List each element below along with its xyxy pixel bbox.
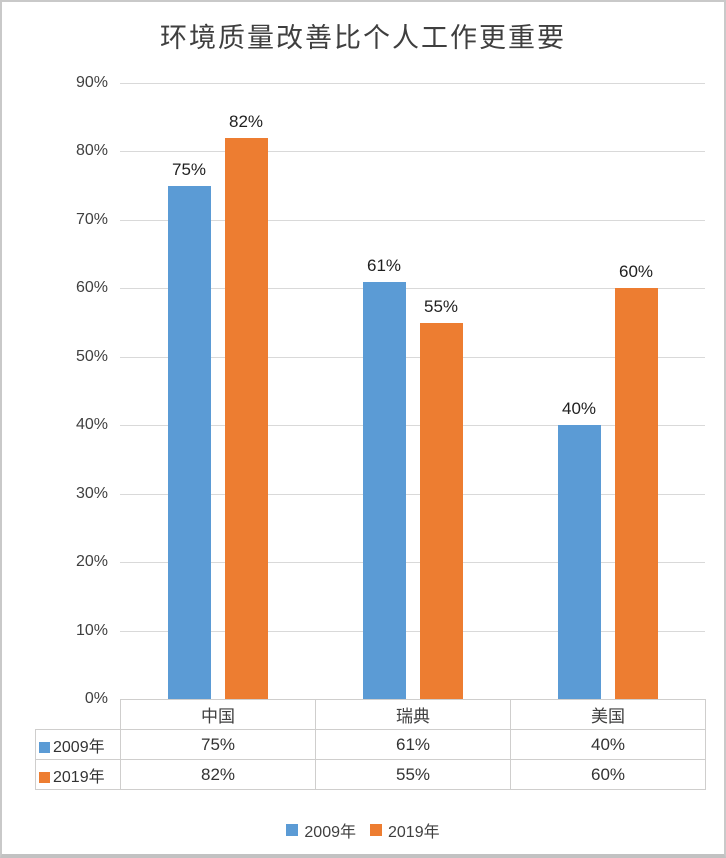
gridline [120, 151, 705, 153]
legend: 2009年 2019年 [2, 815, 724, 845]
y-axis-label: 20% [75, 553, 108, 571]
table-header-row: 中国 瑞典 美国 [36, 699, 706, 730]
gridline [120, 562, 705, 564]
gridline [120, 288, 705, 290]
table-value-cell: 75% [120, 729, 316, 760]
gridline [120, 83, 705, 84]
plot-area: 75% 61% 40% 82% 55% 60% [120, 83, 705, 699]
bar [614, 288, 658, 699]
y-axis-label: 0% [84, 690, 108, 707]
series-row-header: 2019年 [35, 759, 121, 790]
table-row: 2009年 75% 61% 40% [35, 729, 706, 760]
bar [167, 185, 211, 699]
series-swatch-icon [39, 771, 50, 783]
y-axis-label: 40% [75, 416, 108, 434]
gridline [120, 219, 705, 221]
y-axis-label: 30% [75, 484, 108, 502]
gridline [120, 356, 705, 358]
table-row: 2019年 82% 55% 60% [35, 759, 706, 790]
legend-swatch-icon [370, 824, 382, 836]
category-header: 瑞典 [315, 699, 511, 730]
bar-value-label: 82% [228, 111, 264, 131]
bar [419, 322, 463, 699]
table-value-cell: 82% [120, 759, 316, 790]
bar-value-label: 61% [366, 255, 402, 275]
gridline [120, 630, 705, 632]
bar-value-label: 60% [618, 262, 654, 282]
legend-swatch-icon [286, 824, 299, 836]
category-header: 中国 [120, 699, 316, 730]
y-axis-label: 10% [75, 621, 108, 639]
table-value-cell: 61% [315, 729, 511, 760]
y-axis-label: 60% [75, 279, 108, 297]
bar [362, 281, 406, 699]
legend-label: 2019年 [388, 824, 440, 841]
bar-value-label: 55% [423, 296, 459, 316]
y-axis-label: 90% [75, 74, 108, 91]
bar-value-label: 75% [171, 159, 207, 179]
bar [224, 137, 268, 699]
legend-item: 2019年 [370, 818, 440, 842]
legend-label: 2009年 [304, 824, 356, 841]
table-value-cell: 60% [510, 759, 706, 790]
y-axis-label: 50% [75, 347, 108, 365]
gridline [120, 425, 705, 427]
table-corner-cell [36, 700, 121, 730]
bar [557, 425, 601, 699]
table-value-cell: 40% [510, 729, 706, 760]
data-table: 中国 瑞典 美国 2009年 75% 61% 40% 2019年 82% 55% 60% [35, 699, 706, 790]
series-swatch-icon [39, 741, 50, 753]
category-header: 美国 [510, 699, 706, 730]
y-axis-label: 80% [75, 142, 108, 160]
y-axis-label: 70% [75, 210, 108, 228]
series-row-header: 2009年 [35, 729, 121, 760]
gridline [120, 493, 705, 495]
chart-title: 环境质量改善比个人工作更重要 [160, 23, 566, 53]
legend-item: 2009年 [286, 818, 356, 842]
table-value-cell: 55% [315, 759, 511, 790]
bar-value-label: 40% [561, 399, 597, 419]
